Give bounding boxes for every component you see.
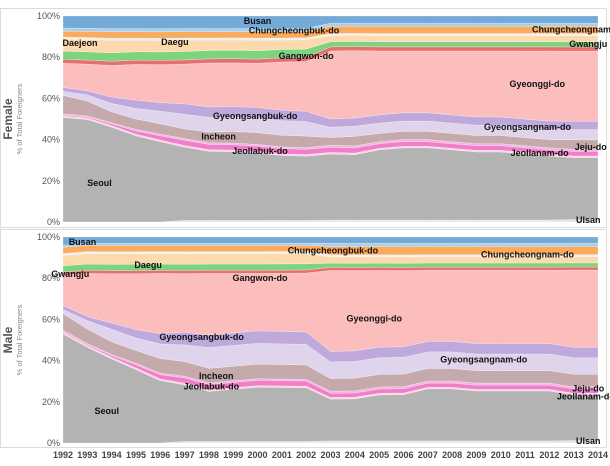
region-label-ulsan: Ulsan (576, 215, 601, 225)
x-tick-label: 2004 (345, 450, 365, 460)
panel-frame (0, 229, 607, 448)
x-tick-label: 2000 (248, 450, 268, 460)
y-axis-label: % of Total Foreigners (15, 83, 24, 154)
region-label-chungcheongnam-do: Chungcheongnam-do (481, 250, 574, 260)
x-tick-label: 2001 (272, 450, 292, 460)
y-tick-label: 0% (47, 438, 60, 448)
region-label-busan: Busan (69, 237, 97, 247)
area-busan (62, 15, 599, 29)
region-label-daegu: Daegu (161, 37, 189, 47)
x-tick-label: 1996 (150, 450, 170, 460)
x-tick-label: 1993 (77, 450, 97, 460)
x-tick-label: 1992 (53, 450, 73, 460)
y-tick-label: 60% (42, 314, 60, 324)
region-label-incheon: Incheon (201, 132, 236, 142)
y-tick-label: 80% (42, 273, 60, 283)
x-tick-label: 1995 (126, 450, 146, 460)
x-tick-label: 2008 (442, 450, 462, 460)
y-tick-label: 60% (42, 93, 60, 103)
y-tick-label: 20% (42, 397, 60, 407)
x-tick-label: 2006 (393, 450, 413, 460)
x-tick-label: 1998 (199, 450, 219, 460)
panel-title: Male (1, 326, 15, 353)
region-label-gyeongsangbuk-do: Gyeongsangbuk-do (159, 332, 244, 342)
x-tick-label: 2012 (539, 450, 559, 460)
panel-female: 0% 20% 40% 60% 80% 100% Female% of Total Forei… (0, 8, 610, 228)
region-label-jeollabuk-do: Jeollabuk-do (184, 381, 240, 391)
x-tick-label: 2010 (491, 450, 511, 460)
region-label-daejeon: Daejeon (63, 38, 98, 48)
region-label-jeju-do: Jeju-do (572, 383, 605, 393)
x-tick-label: 1999 (223, 450, 243, 460)
region-label-chungcheongbuk-do: Chungcheongbuk-do (249, 25, 340, 35)
y-axis-label: % of Total Foreigners (15, 304, 24, 375)
region-label-jeju-do: Jeju-do (575, 142, 608, 152)
x-tick-label: 2011 (515, 450, 535, 460)
region-label-gwangju: Gwangju (569, 39, 607, 49)
x-tick-label: 2007 (418, 450, 438, 460)
x-tick-label: 1997 (175, 450, 195, 460)
region-label-gangwon-do: Gangwon-do (232, 273, 287, 283)
y-tick-label: 80% (42, 52, 60, 62)
region-label-jeollanam-do: Jeollanam-do (511, 148, 570, 158)
region-label-chungcheongbuk-do: Chungcheongbuk-do (288, 245, 379, 255)
region-label-jeollabuk-do: Jeollabuk-do (232, 146, 288, 156)
region-label-seoul: Seoul (95, 406, 120, 416)
region-label-gyeonggi-do: Gyeonggi-do (509, 79, 565, 89)
region-label-gyeonggi-do: Gyeonggi-do (347, 313, 403, 323)
x-tick-label: 2014 (588, 450, 608, 460)
panel-title: Female (1, 98, 15, 140)
region-label-seoul: Seoul (87, 178, 112, 188)
region-label-daegu: Daegu (134, 260, 162, 270)
y-tick-label: 40% (42, 135, 60, 145)
region-label-ulsan: Ulsan (576, 436, 601, 446)
region-label-chungcheongnam-do: Chungcheongnam-do (532, 24, 610, 34)
x-tick-label: 2013 (564, 450, 584, 460)
y-tick-label: 20% (42, 176, 60, 186)
y-tick-label: 100% (37, 232, 60, 242)
region-label-gyeongsangnam-do: Gyeongsangnam-do (440, 355, 528, 365)
region-label-gangwon-do: Gangwon-do (279, 51, 334, 61)
panel-male: 0% 20% 40% 60% 80% 100% Male% of Total Foreign… (0, 229, 610, 448)
panel-frame (0, 8, 607, 228)
area-busan (62, 236, 599, 246)
y-tick-label: 40% (42, 356, 60, 366)
region-label-jeollanam-do: Jeollanam-do (557, 392, 610, 402)
region-label-busan: Busan (244, 16, 272, 26)
region-label-gyeongsangbuk-do: Gyeongsangbuk-do (213, 111, 298, 121)
y-tick-label: 100% (37, 11, 60, 21)
x-tick-label: 2002 (296, 450, 316, 460)
x-tick-label: 2009 (466, 450, 486, 460)
x-tick-label: 1994 (102, 450, 122, 460)
x-tick-label: 2003 (320, 450, 340, 460)
x-axis: 1992 1993 1994 1995 1996 1997 1998 1999 2000 2001… (53, 450, 608, 460)
region-label-gyeongsangnam-do: Gyeongsangnam-do (484, 122, 572, 132)
region-label-incheon: Incheon (199, 371, 234, 381)
x-tick-label: 2005 (369, 450, 389, 460)
region-label-gwangju: Gwangju (51, 269, 89, 279)
y-tick-label: 0% (47, 217, 60, 227)
